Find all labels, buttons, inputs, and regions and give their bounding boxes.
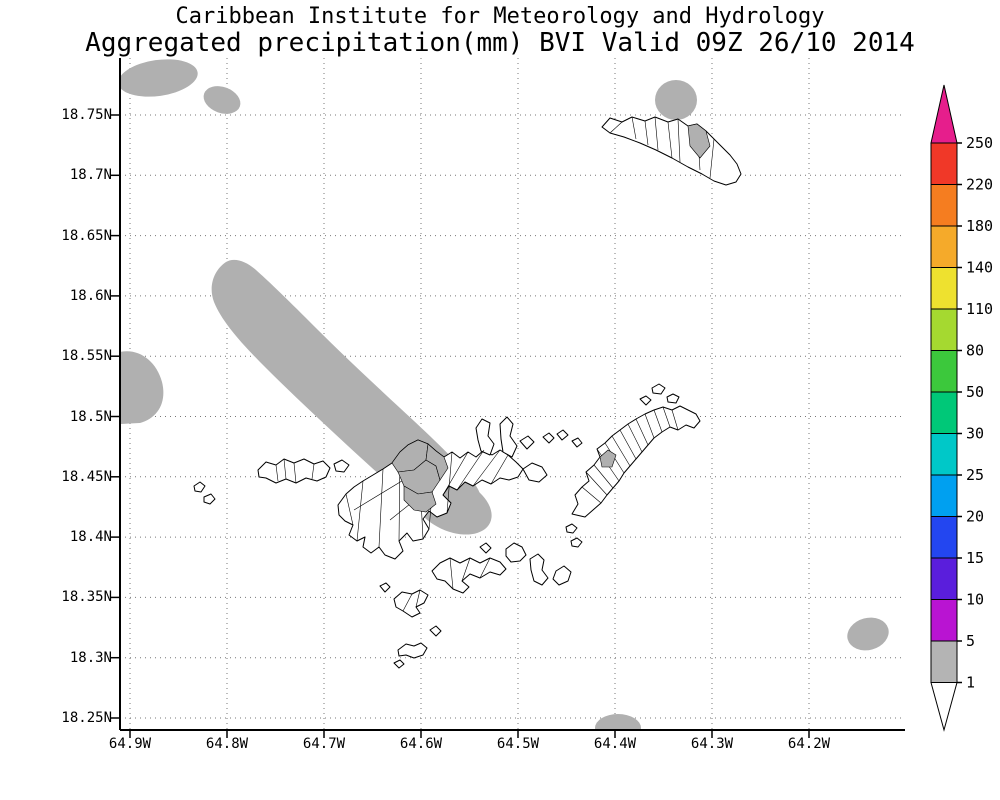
colorbar-segment bbox=[930, 599, 958, 642]
colorbar-segment bbox=[930, 433, 958, 476]
header: Caribbean Institute for Meteorology and … bbox=[0, 4, 1000, 59]
colorbar-segment bbox=[930, 474, 958, 517]
colorbar-segment bbox=[930, 557, 958, 600]
precip-shading bbox=[121, 59, 889, 730]
colorbar-segment bbox=[930, 184, 958, 227]
island-norman bbox=[393, 589, 429, 618]
island-ginger bbox=[552, 565, 572, 586]
colorbar-tick-label: 30 bbox=[966, 425, 984, 443]
islet bbox=[570, 537, 583, 548]
colorbar-below-min-arrow bbox=[930, 682, 958, 732]
islet bbox=[379, 582, 391, 593]
colorbar-segment bbox=[930, 267, 958, 310]
islet bbox=[429, 625, 442, 637]
colorbar-tick-label: 10 bbox=[966, 591, 984, 609]
colorbar-tick-label: 80 bbox=[966, 342, 984, 360]
island-beef bbox=[522, 462, 548, 483]
islet bbox=[565, 523, 578, 534]
colorbar-tick-label: 220 bbox=[966, 176, 993, 194]
precip-blob bbox=[655, 80, 697, 120]
colorbar-above-max-arrow bbox=[930, 84, 958, 144]
islet bbox=[393, 659, 405, 669]
colorbar-segment bbox=[930, 308, 958, 351]
island-virgin-gorda bbox=[571, 405, 701, 518]
colorbar-segment bbox=[930, 516, 958, 559]
islet bbox=[193, 481, 206, 493]
shaded-cell bbox=[687, 123, 711, 159]
colorbar-tick-label: 110 bbox=[966, 300, 993, 318]
islet bbox=[542, 432, 555, 444]
org-title: Caribbean Institute for Meteorology and … bbox=[175, 4, 825, 29]
colorbar-segment bbox=[930, 225, 958, 268]
colorbar-tick-label: 140 bbox=[966, 259, 993, 277]
islet bbox=[397, 642, 428, 659]
precip-blob bbox=[121, 351, 164, 424]
colorbar-tick-label: 25 bbox=[966, 466, 984, 484]
colorbar-tick-label: 50 bbox=[966, 383, 984, 401]
islet bbox=[651, 383, 666, 395]
precip-blob bbox=[595, 714, 641, 730]
islet bbox=[571, 437, 583, 448]
colorbar-segment bbox=[930, 391, 958, 434]
colorbar-segment bbox=[930, 640, 958, 683]
islands bbox=[193, 116, 742, 669]
islet bbox=[333, 459, 350, 473]
islet bbox=[203, 493, 216, 505]
shaded-cell bbox=[599, 449, 617, 468]
map-title: Aggregated precipitation(mm) BVI Valid 0… bbox=[85, 28, 915, 59]
precip-blob bbox=[121, 59, 198, 97]
colorbar-tick-label: 20 bbox=[966, 508, 984, 526]
island-camanoe bbox=[499, 416, 518, 458]
colorbar-tick-label: 5 bbox=[966, 632, 975, 650]
precip-blob bbox=[203, 86, 241, 114]
colorbar: 250 220 180 140 110 80 50 30 25 20 15 10 5 1 bbox=[930, 84, 993, 732]
axis-ticks bbox=[111, 114, 810, 738]
island-cooper bbox=[529, 553, 549, 586]
colorbar-tick-label: 180 bbox=[966, 217, 993, 235]
island-peter bbox=[431, 557, 507, 594]
island-guana bbox=[475, 418, 495, 456]
colorbar-tick-label: 250 bbox=[966, 134, 993, 152]
islet bbox=[479, 542, 492, 554]
islet bbox=[519, 435, 535, 450]
islet bbox=[556, 429, 569, 441]
colorbar-tick-label: 15 bbox=[966, 549, 984, 567]
islet bbox=[639, 395, 652, 406]
island-salt bbox=[505, 542, 527, 563]
islet bbox=[666, 393, 680, 404]
island-jost-van-dyke bbox=[257, 458, 331, 484]
colorbar-tick-label: 1 bbox=[966, 674, 975, 692]
precip-blob bbox=[847, 617, 889, 651]
shaded-cell bbox=[425, 443, 449, 481]
axis-frame bbox=[119, 58, 905, 731]
grid bbox=[121, 58, 904, 730]
colorbar-segment bbox=[930, 142, 958, 185]
shaded-cell bbox=[403, 485, 437, 513]
colorbar-segment bbox=[930, 350, 958, 393]
